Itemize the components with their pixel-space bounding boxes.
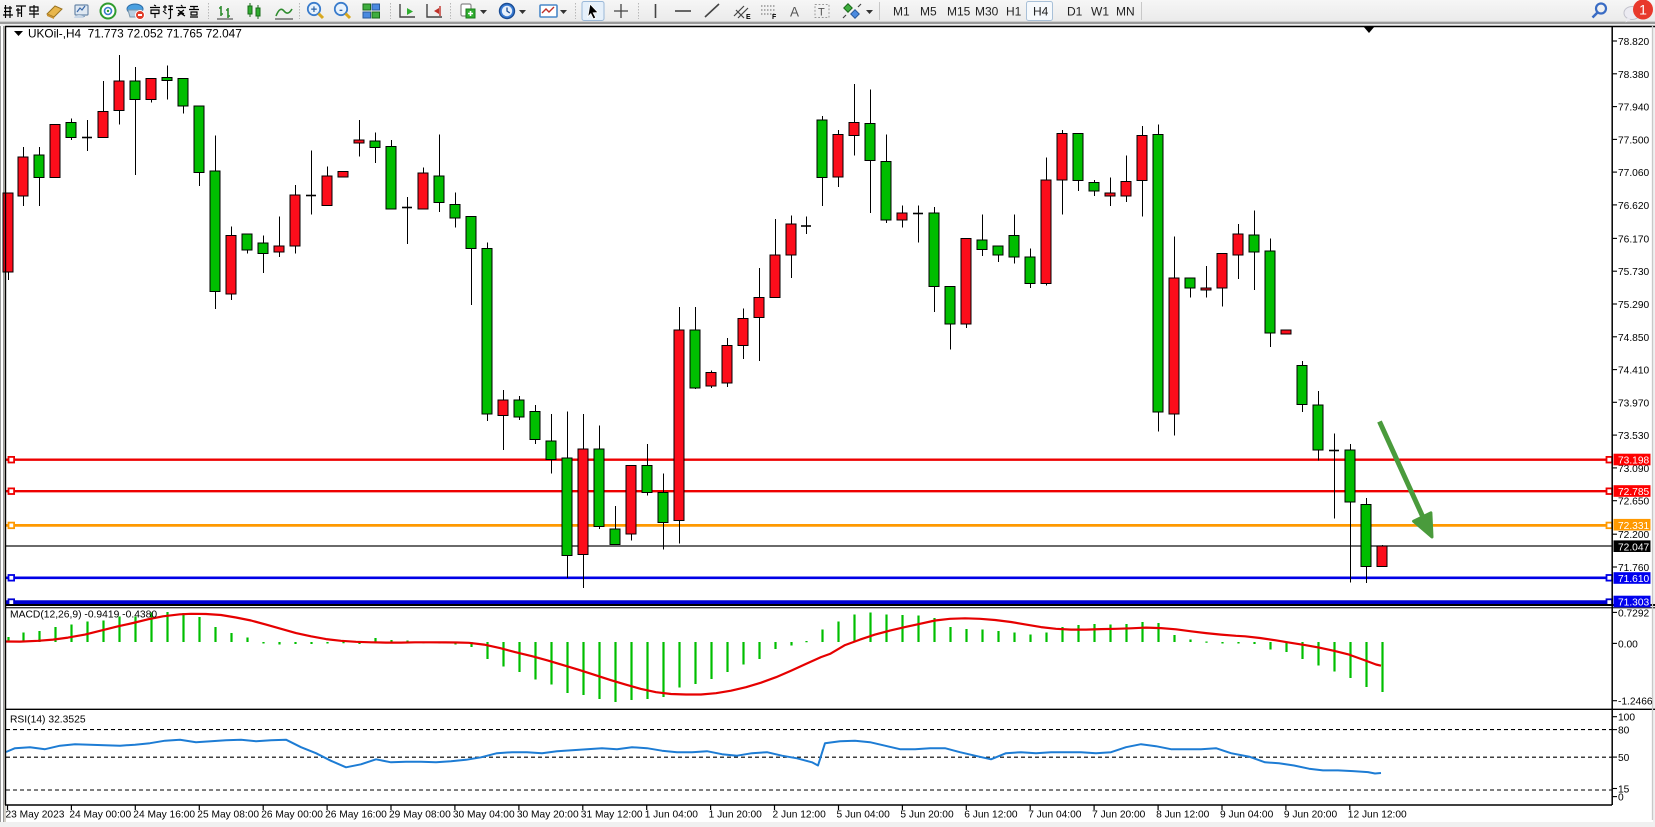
- svg-text:-1.2466: -1.2466: [1618, 697, 1653, 708]
- svg-text:W1: W1: [1091, 5, 1109, 19]
- svg-text:77.060: 77.060: [1618, 168, 1649, 179]
- svg-text:73.970: 73.970: [1618, 398, 1649, 409]
- svg-text:1 Jun 04:00: 1 Jun 04:00: [645, 810, 699, 821]
- svg-text:76.620: 76.620: [1618, 201, 1649, 212]
- svg-text:H4: H4: [1033, 5, 1049, 19]
- svg-text:T: T: [818, 7, 825, 19]
- svg-text:+: +: [311, 4, 317, 16]
- svg-text:73.530: 73.530: [1618, 431, 1649, 442]
- svg-text:31 May 12:00: 31 May 12:00: [581, 810, 643, 821]
- svg-text:0.00: 0.00: [1618, 639, 1638, 650]
- svg-text:72.650: 72.650: [1618, 497, 1649, 508]
- svg-text:24 May 16:00: 24 May 16:00: [133, 810, 195, 821]
- svg-text:7 Jun 20:00: 7 Jun 20:00: [1092, 810, 1146, 821]
- svg-text:77.940: 77.940: [1618, 103, 1649, 114]
- svg-text:0: 0: [1618, 793, 1624, 804]
- svg-text:76.170: 76.170: [1618, 234, 1649, 245]
- svg-text:M1: M1: [893, 5, 910, 19]
- svg-text:30 May 20:00: 30 May 20:00: [517, 810, 579, 821]
- svg-text:D1: D1: [1067, 5, 1083, 19]
- svg-text:5 Jun 20:00: 5 Jun 20:00: [900, 810, 954, 821]
- svg-text:0.7292: 0.7292: [1618, 608, 1649, 619]
- svg-text:100: 100: [1618, 713, 1635, 724]
- svg-text:F: F: [772, 14, 777, 21]
- svg-text:9 Jun 20:00: 9 Jun 20:00: [1284, 810, 1338, 821]
- svg-text:8 Jun 12:00: 8 Jun 12:00: [1156, 810, 1210, 821]
- svg-text:M15: M15: [947, 5, 971, 19]
- svg-text:2 Jun 12:00: 2 Jun 12:00: [773, 810, 827, 821]
- svg-text:72.200: 72.200: [1618, 530, 1649, 541]
- svg-text:75.730: 75.730: [1618, 267, 1649, 278]
- svg-text:E: E: [746, 14, 751, 21]
- svg-text:H1: H1: [1006, 5, 1022, 19]
- svg-text:25 May 08:00: 25 May 08:00: [197, 810, 259, 821]
- svg-text:30 May 04:00: 30 May 04:00: [453, 810, 515, 821]
- svg-text:23 May 2023: 23 May 2023: [6, 810, 65, 821]
- svg-text:74.850: 74.850: [1618, 333, 1649, 344]
- svg-text:73.090: 73.090: [1618, 464, 1649, 475]
- svg-text:12 Jun 12:00: 12 Jun 12:00: [1348, 810, 1407, 821]
- svg-text:UKOil-,H4 71.773 72.052 71.76: UKOil-,H4 71.773 72.052 71.765 72.047: [28, 27, 242, 41]
- svg-text:77.500: 77.500: [1618, 135, 1649, 146]
- svg-text:M30: M30: [975, 5, 999, 19]
- svg-text:RSI(14) 32.3525: RSI(14) 32.3525: [10, 715, 86, 726]
- svg-text:1 Jun 20:00: 1 Jun 20:00: [709, 810, 763, 821]
- svg-text:5 Jun 04:00: 5 Jun 04:00: [837, 810, 891, 821]
- svg-text:MN: MN: [1116, 5, 1135, 19]
- svg-text:71.610: 71.610: [1618, 574, 1649, 585]
- svg-text:1: 1: [1639, 2, 1647, 18]
- svg-text:24 May 00:00: 24 May 00:00: [69, 810, 131, 821]
- svg-text:M5: M5: [920, 5, 937, 19]
- svg-text:15: 15: [1618, 785, 1630, 796]
- svg-text:71.303: 71.303: [1618, 598, 1649, 609]
- svg-text:29 May 08:00: 29 May 08:00: [389, 810, 451, 821]
- svg-text:73.198: 73.198: [1618, 456, 1649, 467]
- svg-text:72.785: 72.785: [1618, 487, 1649, 498]
- svg-text:26 May 16:00: 26 May 16:00: [325, 810, 387, 821]
- svg-text:6 Jun 12:00: 6 Jun 12:00: [964, 810, 1018, 821]
- svg-text:72.047: 72.047: [1618, 542, 1649, 553]
- svg-text:-: -: [339, 4, 343, 16]
- svg-text:9 Jun 04:00: 9 Jun 04:00: [1220, 810, 1274, 821]
- svg-text:72.331: 72.331: [1618, 521, 1649, 532]
- svg-text:A: A: [790, 5, 799, 20]
- svg-text:71.760: 71.760: [1618, 563, 1649, 574]
- svg-text:80: 80: [1618, 726, 1630, 737]
- svg-text:MACD(12,26,9) -0.9419 -0.4380: MACD(12,26,9) -0.9419 -0.4380: [10, 610, 157, 621]
- svg-text:7 Jun 04:00: 7 Jun 04:00: [1028, 810, 1082, 821]
- svg-text:26 May 00:00: 26 May 00:00: [261, 810, 323, 821]
- svg-text:78.820: 78.820: [1618, 37, 1649, 48]
- svg-text:75.290: 75.290: [1618, 300, 1649, 311]
- svg-text:74.410: 74.410: [1618, 366, 1649, 377]
- svg-text:78.380: 78.380: [1618, 70, 1649, 81]
- svg-text:50: 50: [1618, 753, 1630, 764]
